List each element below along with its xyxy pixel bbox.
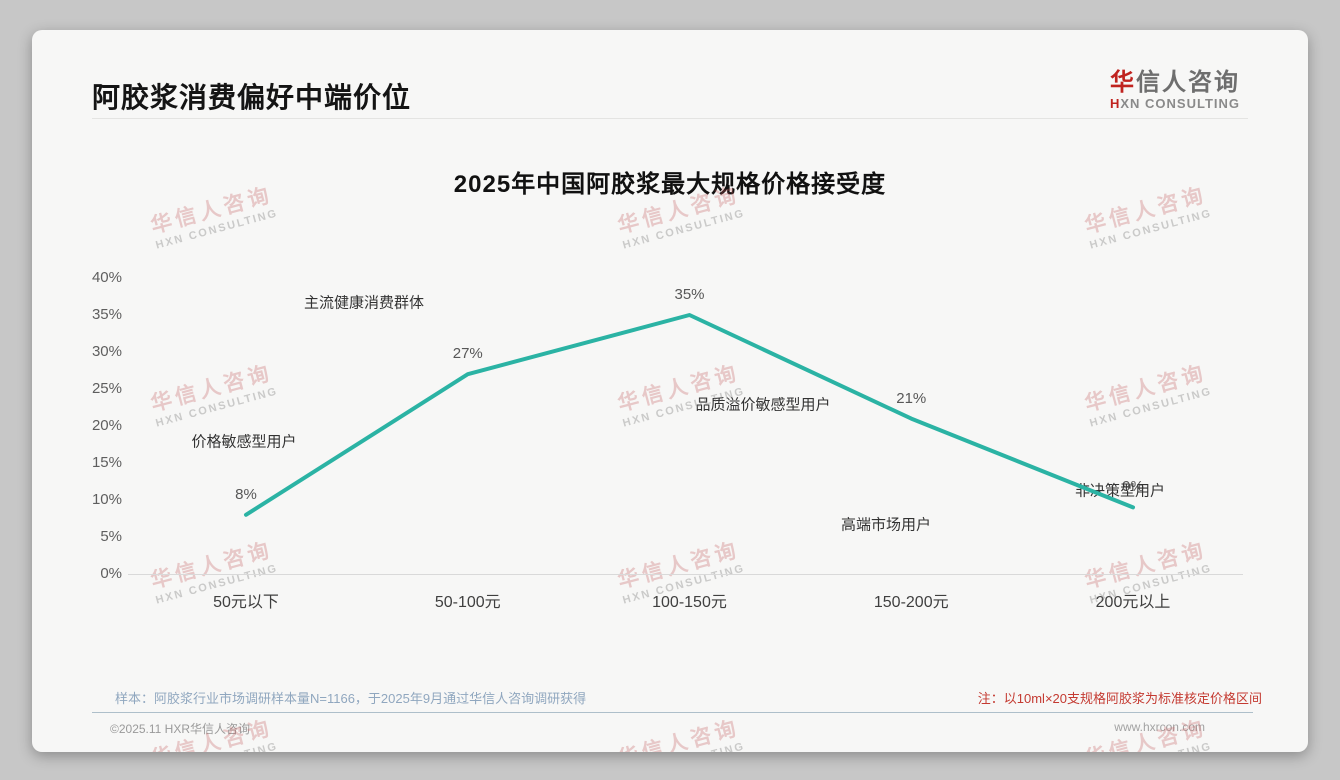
data-point-label: 27% (452, 345, 483, 363)
logo-chinese-name: 华信人咨询 (1110, 70, 1240, 96)
company-logo: 华信人咨询 HXN CONSULTING (1110, 70, 1240, 112)
data-point-label: 21% (896, 389, 927, 407)
pricing-note: 注：以10ml×20支规格阿胶浆为标准核定价格区间 (977, 691, 1262, 706)
x-category-label: 50元以下 (213, 594, 279, 611)
chart-title: 2025年中国阿胶浆最大规格价格接受度 (453, 171, 887, 198)
x-category-label: 100-150元 (652, 594, 727, 611)
x-category-label: 150-200元 (873, 594, 949, 611)
logo-en-accent-char: H (1109, 96, 1121, 111)
header-divider (92, 118, 1248, 119)
y-tick-20: 20% (91, 417, 122, 434)
sample-note: 样本：阿胶浆行业市场调研样本量N=1166，于2025年9月通过华信人咨询调研获… (115, 691, 587, 706)
x-category-label: 200元以上 (1095, 594, 1171, 611)
watermark-en-text: HXN CONSULTING (621, 207, 747, 252)
x-category-label: 50-100元 (434, 594, 501, 611)
y-tick-40: 40% (91, 269, 122, 286)
y-tick-5: 5% (100, 528, 122, 545)
footer-copyright: ©2025.11 HXR华信人咨询 (110, 722, 250, 736)
footer-divider (92, 712, 1253, 713)
footer-website: www.hxrcon.com (1114, 720, 1205, 734)
data-point-label: 35% (674, 286, 705, 303)
data-point-label: 9% (1122, 478, 1144, 496)
watermark-en-text: HXN CONSULTING (1088, 740, 1213, 752)
y-tick-25: 25% (91, 380, 122, 397)
annotation-label: 主流健康消费群体 (303, 294, 425, 312)
line-chart (128, 313, 1243, 575)
y-tick-15: 15% (91, 454, 122, 471)
watermark-en-text: HXN CONSULTING (154, 207, 280, 252)
annotation-label: 品质溢价敏感型用户 (695, 396, 831, 414)
watermark-en-text: HXN CONSULTING (621, 740, 746, 752)
y-tick-35: 35% (91, 306, 122, 323)
page-title: 阿胶浆消费偏好中端价位 (92, 82, 412, 113)
logo-accent-char: 华 (1109, 69, 1136, 96)
watermark-en-text: HXN CONSULTING (1088, 207, 1214, 252)
annotation-label: 价格敏感型用户 (191, 433, 297, 451)
report-card: 阿胶浆消费偏好中端价位 华信人咨询 HXN CONSULTING 2025年中国… (32, 30, 1308, 752)
y-tick-30: 30% (91, 343, 122, 360)
annotation-label: 高端市场用户 (840, 516, 932, 534)
data-point-label: 8% (235, 485, 257, 503)
acceptance-line-series (244, 313, 1135, 517)
watermark-en-text: HXN CONSULTING (154, 740, 279, 752)
logo-english-name: HXN CONSULTING (1110, 96, 1240, 111)
logo-rest-chars: 信人咨询 (1135, 69, 1240, 96)
y-tick-10: 10% (91, 491, 122, 508)
logo-en-rest-chars: XN CONSULTING (1120, 96, 1240, 111)
y-tick-0: 0% (100, 565, 122, 582)
watermark-cn-text: 华信人咨询 (615, 716, 743, 752)
